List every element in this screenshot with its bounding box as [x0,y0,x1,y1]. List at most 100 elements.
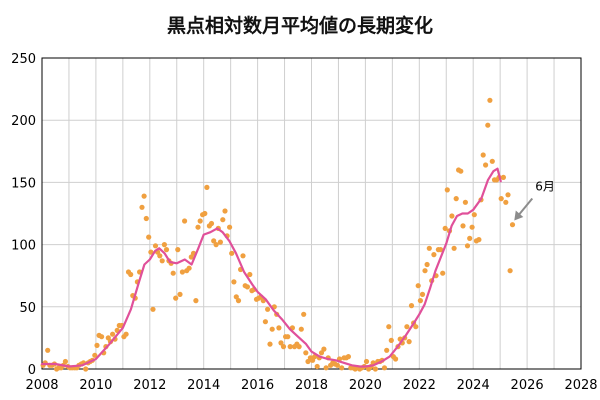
x-tick-label: 2020 [349,378,382,393]
monthly-point [438,247,444,253]
plot-frame [41,57,582,370]
monthly-point [163,247,170,253]
grid-lines [41,57,582,370]
monthly-point [211,238,217,244]
monthly-point [444,187,450,193]
monthly-point [99,334,105,340]
y-tick-label: 150 [11,176,36,191]
annotation: 6月 [514,179,555,221]
monthly-point [179,269,185,275]
monthly-point [208,220,215,227]
monthly-point [460,223,466,229]
x-tick-label: 2028 [564,378,597,393]
monthly-point [175,247,181,253]
monthly-point [406,339,412,345]
monthly-point [422,268,428,274]
monthly-point [419,291,426,297]
monthly-point [240,253,246,259]
monthly-point [83,366,89,372]
axes: 2008 2010 2012 2014 2016 2018 2020 2022 2024 2026… [11,52,597,393]
monthly-point [426,245,432,251]
x-tick-label: 2016 [241,378,274,393]
monthly-point [244,284,250,290]
monthly-point [509,222,516,228]
monthly-point [480,152,486,158]
monthly-point [233,294,239,300]
monthly-point [469,224,475,230]
monthly-point [483,162,489,168]
monthly-point [298,326,304,332]
monthly-point [128,271,134,278]
monthly-point [159,258,165,264]
monthly-point [471,212,477,218]
monthly-point [193,298,199,304]
monthly-point [170,270,176,276]
annotation-arrow [517,197,534,217]
monthly-point [195,224,201,230]
monthly-point [314,363,320,370]
monthly-point [276,325,282,331]
monthly-point [489,158,495,164]
monthly-point [372,366,378,372]
monthly-point [229,250,235,256]
monthly-point [467,235,473,241]
monthly-points [40,97,516,372]
monthly-point [321,346,327,352]
y-tick-label: 0 [28,363,36,378]
monthly-point [451,245,457,251]
monthly-point [177,291,183,297]
monthly-point [296,344,302,350]
monthly-point [123,331,129,337]
smoothed-line-layer [40,167,502,368]
monthly-point [227,224,233,230]
monthly-point [339,365,345,371]
monthly-point [462,199,468,205]
monthly-point [487,97,493,103]
monthly-point [363,358,370,365]
monthly-point [442,225,448,231]
monthly-point [202,210,208,217]
monthly-point [62,358,68,365]
monthly-point [161,242,167,248]
chart-title: 黒点相対数月平均値の長期変化 [166,15,433,37]
monthly-point [500,174,506,180]
monthly-point [386,324,392,330]
x-tick-label: 2018 [295,378,328,393]
monthly-point [45,347,51,353]
monthly-point [141,193,147,199]
monthly-point [235,298,242,304]
annotation-label: 6月 [535,179,555,193]
x-tick-label: 2026 [511,378,544,393]
y-tick-label: 100 [11,239,36,254]
x-tick-label: 2012 [133,378,166,393]
monthly-point [303,350,309,356]
monthly-point [345,354,351,360]
y-tick-label: 250 [11,52,36,67]
monthly-point [318,350,325,356]
monthly-point [265,306,271,312]
monthly-point [498,196,504,202]
monthly-point [186,265,192,271]
monthly-point [146,234,152,240]
annotation-arrowhead [514,210,524,221]
monthly-point [152,243,159,249]
monthly-point [440,270,446,276]
monthly-point [417,298,423,304]
monthly-point [278,340,284,346]
monthly-point [453,196,459,202]
monthly-point [197,218,203,224]
monthly-point [323,365,329,371]
monthly-point [381,365,388,371]
monthly-point [424,261,430,268]
monthly-point [173,295,179,301]
y-tick-label: 200 [11,114,36,129]
x-tick-label: 2022 [403,378,436,393]
monthly-point [388,337,394,343]
monthly-point [110,331,116,337]
monthly-point [503,199,509,205]
monthly-point [92,352,98,358]
monthly-point [139,204,145,210]
monthly-point [476,237,482,243]
monthly-point [182,218,188,224]
